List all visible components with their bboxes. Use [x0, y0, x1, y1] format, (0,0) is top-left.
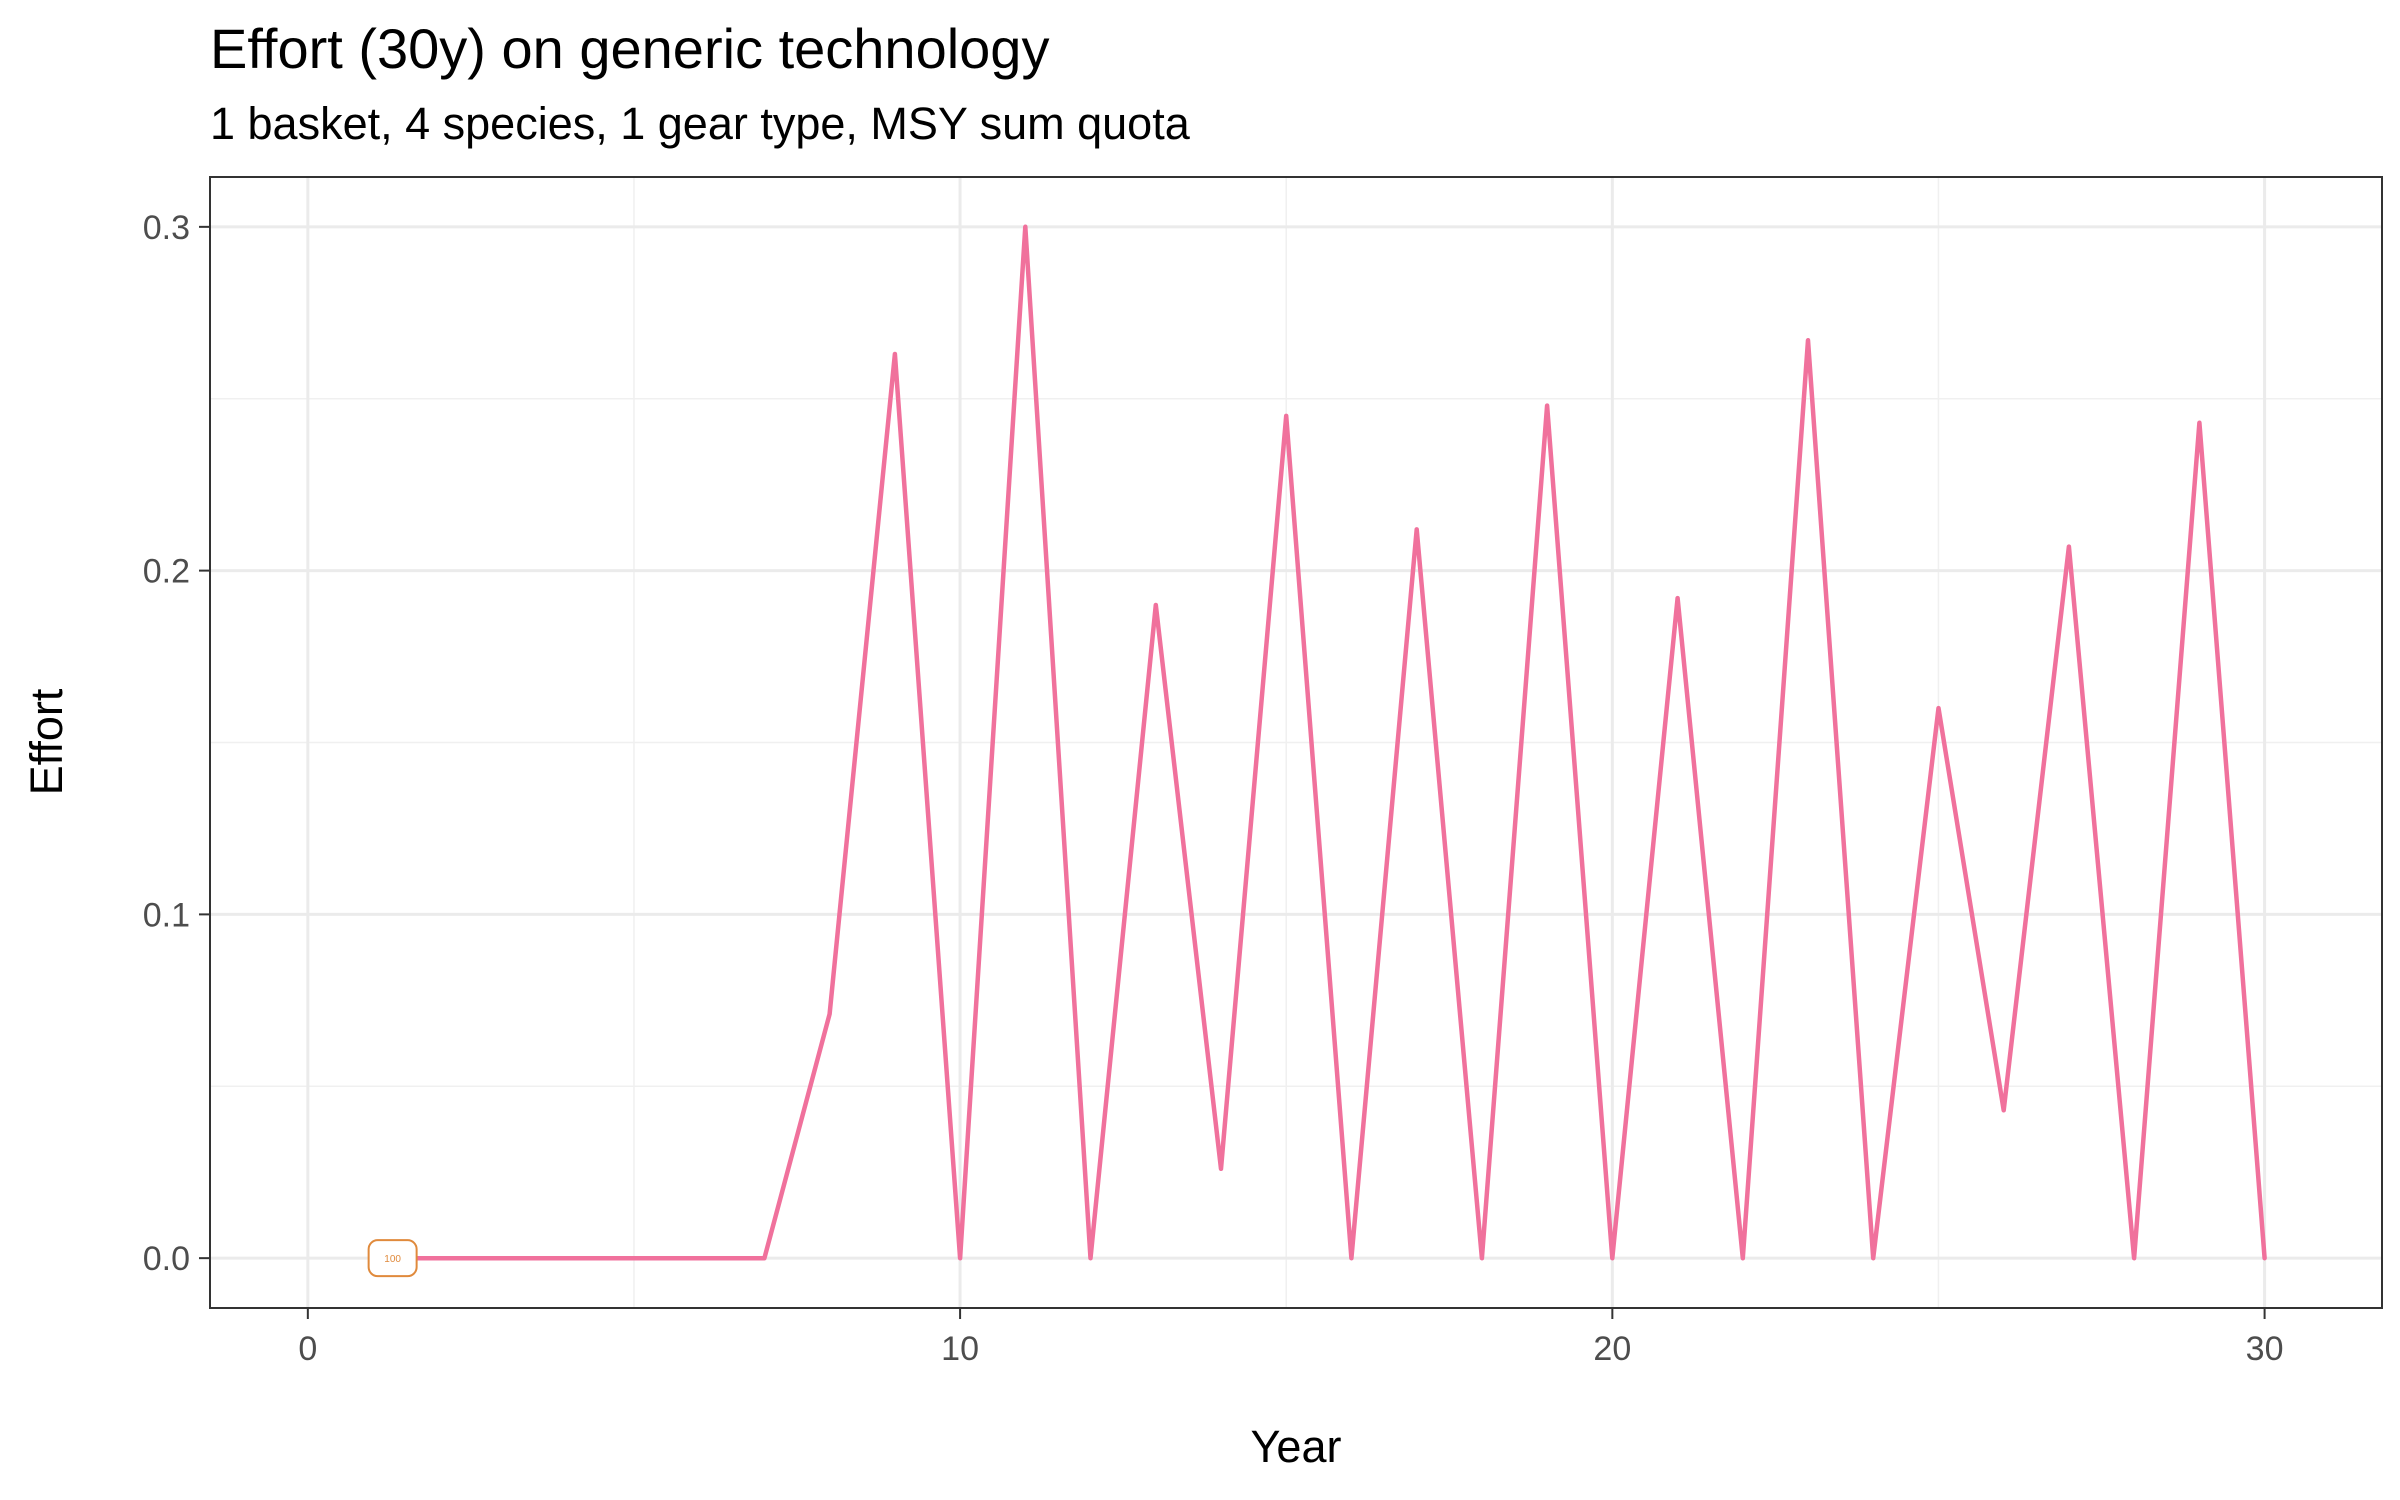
- y-tick-label: 0.1: [143, 896, 190, 934]
- x-axis-title: Year: [1251, 1421, 1342, 1472]
- chart-title: Effort (30y) on generic technology: [210, 17, 1050, 80]
- effort-series-line: [370, 224, 2267, 1261]
- y-axis-title: Effort: [21, 688, 72, 795]
- annotation-box: [367, 1239, 418, 1278]
- annotation-layer: 100: [367, 1239, 418, 1278]
- x-tick-label: 0: [298, 1330, 317, 1368]
- x-tick-label: 30: [2246, 1330, 2284, 1368]
- x-tick-label: 20: [1593, 1330, 1631, 1368]
- y-tick-label: 0.0: [143, 1240, 190, 1278]
- y-tick-label: 0.2: [143, 553, 190, 591]
- x-tick-label: 10: [941, 1330, 979, 1368]
- plot-panel-border: [209, 176, 2383, 1309]
- axis-layer: 0 10 20 30 0.0 0.1 0.2 0.3: [143, 209, 2284, 1368]
- annotation-text: 100: [384, 1254, 401, 1265]
- series-layer: [370, 224, 2267, 1261]
- chart-subtitle: 1 basket, 4 species, 1 gear type, MSY su…: [210, 98, 1190, 149]
- grid-lines: [210, 177, 2382, 1308]
- annotation-label: 100: [367, 1239, 418, 1278]
- y-tick-label: 0.3: [143, 209, 190, 247]
